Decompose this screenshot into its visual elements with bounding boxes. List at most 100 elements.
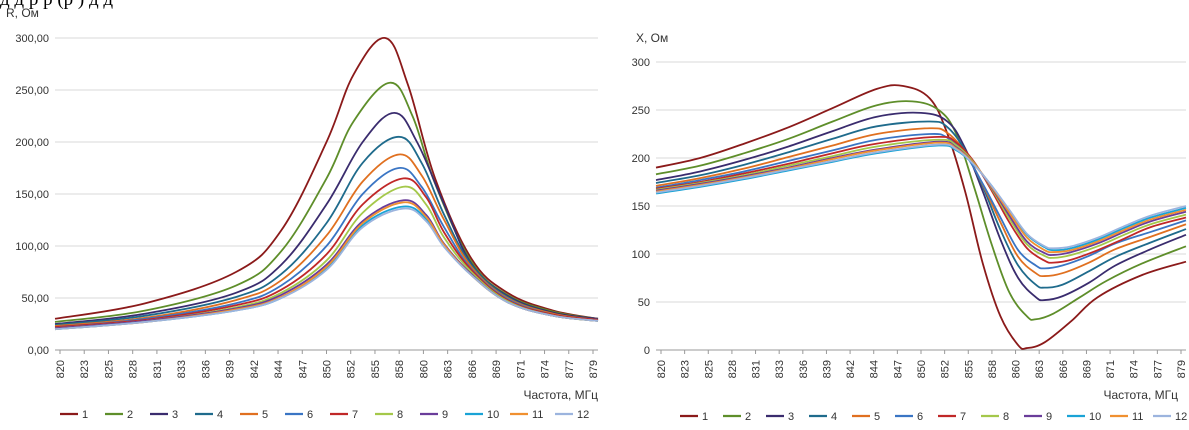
x-tick-label: 842 bbox=[249, 360, 261, 378]
y-tick-label: 0 bbox=[644, 345, 650, 357]
y-tick-label: 300 bbox=[632, 57, 650, 69]
y-tick-label: 50,00 bbox=[21, 293, 49, 305]
x-tick-label: 863 bbox=[1034, 360, 1046, 378]
x-tick-label: 879 bbox=[1176, 360, 1188, 378]
legend-label-7: 7 bbox=[960, 411, 966, 423]
x-tick-label: 839 bbox=[225, 360, 237, 378]
x-tick-label: 874 bbox=[1129, 360, 1141, 378]
y-tick-label: 250 bbox=[632, 105, 650, 117]
legend-label-12: 12 bbox=[1175, 411, 1187, 423]
y-axis-title: R, Ом bbox=[6, 6, 39, 20]
y-tick-label: 100 bbox=[632, 249, 650, 261]
x-tick-label: 850 bbox=[322, 360, 334, 378]
legend-label-3: 3 bbox=[788, 411, 794, 423]
x-tick-label: 871 bbox=[515, 360, 527, 378]
series-line-6 bbox=[54, 167, 599, 329]
y-tick-label: 150 bbox=[632, 201, 650, 213]
series-line-2 bbox=[655, 100, 1187, 321]
x-tick-label: 855 bbox=[370, 360, 382, 378]
legend-label-1: 1 bbox=[702, 411, 708, 423]
legend-label-10: 10 bbox=[1089, 411, 1101, 423]
x-tick-label: 860 bbox=[1011, 360, 1023, 378]
x-axis-title: Частота, МГц bbox=[1103, 388, 1178, 402]
legend-label-7: 7 bbox=[352, 409, 358, 421]
x-tick-label: 820 bbox=[55, 360, 67, 378]
x-tick-label: 858 bbox=[394, 360, 406, 378]
x-tick-label: 869 bbox=[491, 360, 503, 378]
series-line-4 bbox=[54, 135, 599, 326]
x-tick-label: 850 bbox=[916, 360, 928, 378]
x-tick-label: 847 bbox=[297, 360, 309, 378]
x-tick-label: 844 bbox=[273, 360, 285, 378]
legend-label-9: 9 bbox=[442, 409, 448, 421]
y-tick-label: 300,00 bbox=[15, 33, 49, 45]
x-tick-label: 836 bbox=[200, 360, 212, 378]
x-tick-label: 877 bbox=[564, 360, 576, 378]
x-tick-label: 869 bbox=[1081, 360, 1093, 378]
x-tick-label: 847 bbox=[892, 360, 904, 378]
legend-label-9: 9 bbox=[1046, 411, 1052, 423]
x-tick-label: 833 bbox=[176, 360, 188, 378]
legend-label-6: 6 bbox=[307, 409, 313, 421]
x-tick-label: 866 bbox=[1058, 360, 1070, 378]
y-tick-label: 200 bbox=[632, 153, 650, 165]
legend-label-11: 11 bbox=[1132, 411, 1143, 423]
x-tick-label: 823 bbox=[680, 360, 692, 378]
series-line-3 bbox=[54, 111, 599, 325]
series-line-9 bbox=[54, 199, 599, 330]
resistance-chart: 0,00 50,00 100,00 150,00 200,00 250,00 300,00 8… bbox=[6, 6, 600, 421]
x-tick-label: 823 bbox=[79, 360, 91, 378]
x-tick-label: 820 bbox=[656, 360, 668, 378]
series-line-2 bbox=[54, 81, 599, 323]
x-tick-label: 852 bbox=[940, 360, 952, 378]
series-line-1 bbox=[54, 37, 599, 320]
x-tick-label: 828 bbox=[727, 360, 739, 378]
legend-label-8: 8 bbox=[1003, 411, 1009, 423]
y-tick-label: 150,00 bbox=[15, 189, 49, 201]
x-tick-label: 833 bbox=[774, 360, 786, 378]
series-line-12 bbox=[655, 143, 1187, 250]
series-line-5 bbox=[54, 153, 599, 327]
x-tick-label: 831 bbox=[751, 360, 763, 378]
legend-label-3: 3 bbox=[172, 409, 178, 421]
x-tick-label: 844 bbox=[869, 360, 881, 378]
y-tick-label: 100,00 bbox=[15, 241, 49, 253]
series-line-7 bbox=[655, 135, 1187, 264]
legend-label-5: 5 bbox=[874, 411, 880, 423]
legend-label-8: 8 bbox=[397, 409, 403, 421]
y-tick-label: 200,00 bbox=[15, 137, 49, 149]
x-tick-label: 866 bbox=[467, 360, 479, 378]
legend-label-5: 5 bbox=[262, 409, 268, 421]
series-line-6 bbox=[655, 133, 1187, 270]
series-line-7 bbox=[54, 177, 599, 329]
x-tick-label: 825 bbox=[703, 360, 715, 378]
y-tick-label: 250,00 bbox=[15, 85, 49, 97]
x-tick-label: 871 bbox=[1105, 360, 1117, 378]
x-tick-label: 839 bbox=[821, 360, 833, 378]
y-tick-label: 50 bbox=[638, 297, 650, 309]
x-tick-label: 828 bbox=[128, 360, 140, 378]
legend-label-10: 10 bbox=[487, 409, 499, 421]
legend-label-1: 1 bbox=[82, 409, 88, 421]
x-tick-label: 855 bbox=[963, 360, 975, 378]
legend-label-4: 4 bbox=[831, 411, 837, 423]
series-line-11 bbox=[54, 201, 599, 331]
x-axis-title: Частота, МГц bbox=[523, 388, 598, 402]
legend-label-6: 6 bbox=[917, 411, 923, 423]
y-tick-label: 0,00 bbox=[28, 345, 49, 357]
x-tick-label: 831 bbox=[152, 360, 164, 378]
series-line-3 bbox=[655, 111, 1187, 302]
legend-label-12: 12 bbox=[577, 409, 589, 421]
x-tick-label: 879 bbox=[588, 360, 600, 378]
x-tick-label: 858 bbox=[987, 360, 999, 378]
x-tick-label: 877 bbox=[1152, 360, 1164, 378]
legend-label-11: 11 bbox=[532, 409, 543, 421]
legend-label-4: 4 bbox=[217, 409, 223, 421]
x-tick-label: 842 bbox=[845, 360, 857, 378]
page-header-fragment: д д р р (р ) д д bbox=[0, 0, 1189, 11]
x-tick-label: 874 bbox=[540, 360, 552, 378]
x-tick-label: 836 bbox=[798, 360, 810, 378]
x-tick-label: 852 bbox=[346, 360, 358, 378]
